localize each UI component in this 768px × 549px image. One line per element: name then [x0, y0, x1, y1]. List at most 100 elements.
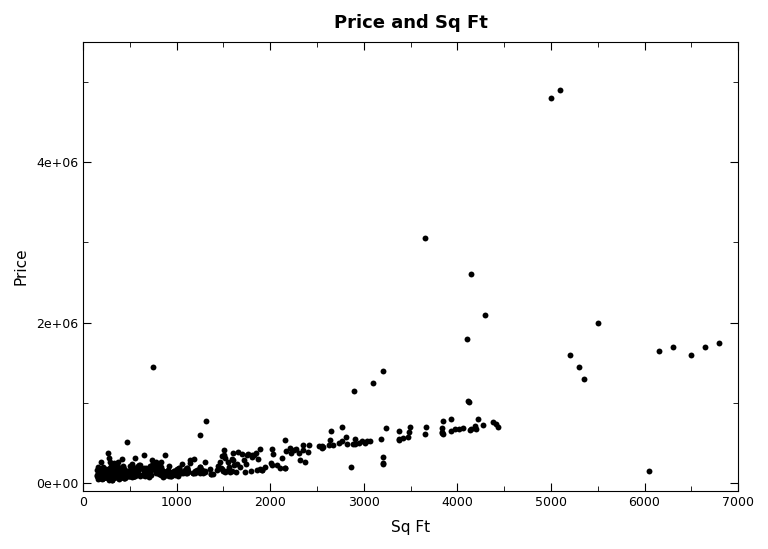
Point: [97, 474, 109, 483]
Point: [217, 450, 230, 459]
Point: [108, 472, 120, 480]
Point: [122, 470, 134, 479]
Point: [115, 470, 127, 479]
Point: [187, 468, 199, 477]
Point: [403, 428, 415, 436]
Point: [99, 472, 111, 480]
Point: [436, 424, 449, 433]
Point: [95, 470, 108, 479]
Point: [115, 469, 127, 478]
Point: [191, 466, 204, 474]
Point: [151, 463, 164, 472]
Point: [146, 465, 158, 474]
Point: [151, 465, 163, 474]
Point: [94, 469, 106, 478]
Point: [110, 468, 122, 477]
Point: [108, 471, 121, 480]
Point: [297, 446, 310, 455]
Point: [174, 466, 186, 475]
Point: [182, 467, 194, 475]
Point: [114, 468, 126, 477]
Point: [93, 470, 105, 479]
Point: [108, 469, 120, 478]
Point: [144, 461, 156, 470]
Point: [288, 445, 300, 454]
Point: [146, 461, 158, 469]
Point: [101, 467, 114, 476]
Point: [259, 463, 271, 472]
Point: [363, 437, 376, 446]
Point: [112, 463, 124, 472]
Point: [121, 472, 134, 480]
Point: [477, 420, 489, 429]
Point: [313, 442, 325, 451]
Point: [463, 426, 475, 435]
Point: [100, 472, 112, 481]
Point: [129, 466, 141, 474]
Point: [127, 471, 139, 480]
Point: [279, 464, 291, 473]
Point: [419, 234, 431, 243]
Point: [131, 466, 144, 475]
Point: [118, 474, 131, 483]
Point: [279, 435, 291, 444]
Point: [168, 467, 180, 475]
Point: [121, 470, 133, 479]
Point: [359, 439, 371, 447]
Point: [564, 350, 576, 359]
Point: [94, 468, 107, 477]
Point: [231, 460, 243, 469]
Point: [266, 461, 278, 469]
Point: [176, 460, 188, 468]
Point: [93, 473, 105, 482]
Point: [165, 468, 177, 477]
Point: [91, 469, 104, 478]
Point: [404, 423, 416, 432]
Point: [101, 472, 113, 480]
Point: [349, 386, 361, 395]
Point: [578, 374, 590, 383]
Point: [112, 468, 124, 477]
Point: [223, 463, 235, 472]
Point: [117, 466, 129, 475]
Point: [199, 458, 211, 467]
Point: [127, 468, 139, 477]
Point: [178, 467, 190, 475]
Point: [486, 417, 498, 426]
Point: [94, 467, 106, 475]
Point: [211, 466, 223, 475]
Point: [469, 422, 482, 430]
Title: Price and Sq Ft: Price and Sq Ft: [333, 14, 488, 32]
Point: [273, 463, 286, 472]
Point: [164, 469, 176, 478]
Point: [113, 472, 125, 480]
Point: [436, 428, 449, 437]
Point: [130, 469, 142, 478]
Point: [109, 468, 121, 477]
Point: [155, 468, 167, 477]
Point: [226, 467, 238, 475]
Point: [685, 350, 697, 359]
Point: [245, 467, 257, 475]
Point: [177, 468, 189, 477]
Point: [140, 467, 152, 476]
Point: [324, 435, 336, 444]
Point: [109, 465, 121, 474]
Point: [103, 453, 115, 462]
Point: [137, 451, 150, 460]
Point: [336, 423, 348, 432]
Point: [93, 469, 105, 478]
Point: [118, 469, 131, 478]
Point: [126, 460, 138, 469]
Point: [95, 472, 108, 480]
Point: [140, 465, 152, 474]
Point: [147, 362, 160, 371]
X-axis label: Sq Ft: Sq Ft: [391, 520, 430, 535]
Point: [489, 419, 502, 428]
Point: [667, 343, 679, 351]
Point: [462, 397, 475, 406]
Point: [158, 468, 170, 477]
Point: [376, 459, 389, 468]
Point: [436, 429, 449, 438]
Point: [113, 475, 125, 484]
